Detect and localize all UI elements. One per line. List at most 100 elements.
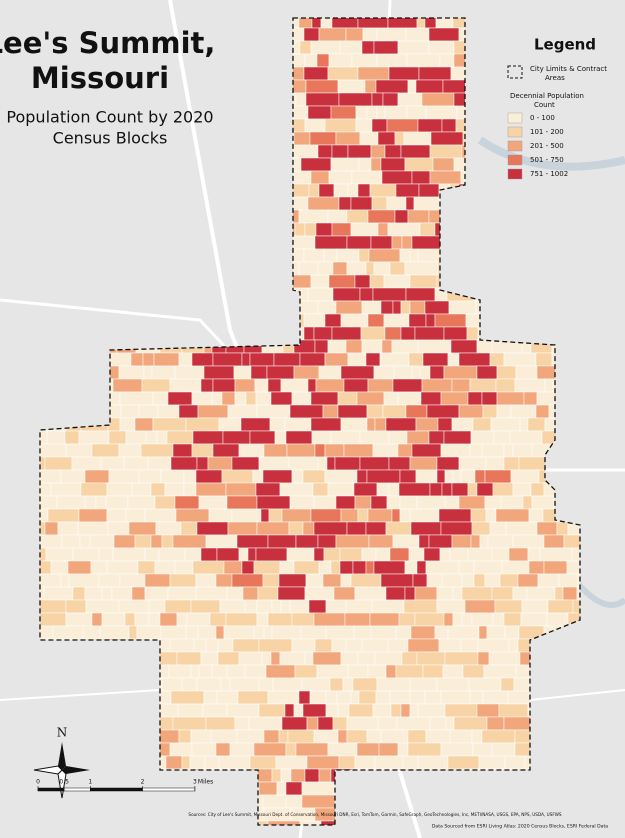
census-block (380, 157, 406, 172)
census-block (307, 196, 340, 211)
census-block (200, 547, 218, 562)
census-block (240, 417, 271, 432)
census-block (476, 482, 494, 497)
census-block (484, 495, 502, 510)
census-block (211, 391, 223, 406)
census-block (494, 599, 523, 614)
census-block (350, 690, 360, 705)
census-block (495, 378, 516, 393)
census-block (373, 261, 391, 276)
census-block (489, 352, 505, 367)
census-block (350, 196, 373, 211)
census-block (554, 586, 564, 601)
census-block (120, 404, 140, 419)
census-block (337, 703, 350, 718)
census-block (458, 560, 475, 575)
census-block (226, 664, 246, 679)
census-block (356, 391, 385, 406)
census-block (46, 430, 66, 445)
census-block (476, 365, 498, 380)
census-block (144, 573, 171, 588)
census-block (144, 508, 177, 523)
census-block (289, 404, 324, 419)
census-block (402, 755, 419, 770)
census-block (258, 677, 274, 692)
census-block (50, 482, 82, 497)
census-block (256, 521, 290, 536)
census-block (313, 521, 348, 536)
census-block (190, 729, 212, 744)
census-block (317, 300, 337, 315)
census-block (526, 586, 556, 601)
census-block (499, 573, 519, 588)
census-block (500, 677, 515, 692)
census-block (186, 612, 211, 627)
census-block (219, 599, 246, 614)
census-block (258, 638, 293, 653)
census-block (419, 222, 436, 237)
census-block (307, 378, 317, 393)
census-block (395, 625, 412, 640)
census-block (227, 404, 258, 419)
census-block (471, 521, 491, 536)
census-block (571, 547, 580, 562)
census-block (184, 547, 202, 562)
census-block (418, 66, 452, 81)
census-block (328, 53, 353, 68)
census-block (347, 144, 372, 159)
census-block (289, 599, 310, 614)
census-block (303, 326, 315, 341)
census-block (299, 40, 312, 55)
census-block (562, 586, 578, 601)
census-block (330, 430, 361, 445)
census-block (372, 287, 407, 302)
census-block (415, 79, 444, 94)
title-line: Lee's Summit, (0, 26, 215, 60)
census-block (416, 651, 446, 666)
census-block (134, 417, 154, 432)
census-block (313, 612, 346, 627)
census-block (208, 508, 233, 523)
census-block (167, 586, 197, 601)
census-block (212, 378, 236, 393)
census-block (337, 729, 348, 744)
census-block (400, 703, 411, 718)
census-block (236, 534, 269, 549)
census-block (410, 521, 442, 536)
census-block (291, 469, 304, 484)
census-block (367, 313, 385, 328)
census-block (346, 521, 367, 536)
census-block (407, 729, 427, 744)
census-block (403, 599, 438, 614)
census-block (346, 261, 367, 276)
census-block (453, 716, 488, 731)
census-block (303, 27, 320, 42)
census-block (434, 313, 467, 328)
census-block (278, 729, 289, 744)
census-block (301, 794, 336, 809)
census-block (175, 508, 210, 523)
census-block (154, 560, 176, 575)
census-block (304, 586, 335, 601)
census-block (123, 456, 149, 471)
census-block (331, 144, 349, 159)
census-block (317, 261, 334, 276)
census-block (262, 794, 287, 809)
census-block (440, 521, 473, 536)
census-block (343, 378, 369, 393)
census-block (247, 547, 257, 562)
census-block (417, 703, 446, 718)
census-block (150, 482, 166, 497)
census-block (317, 456, 328, 471)
census-block (528, 560, 545, 575)
census-block (215, 625, 225, 640)
census-block (492, 482, 514, 497)
census-block (288, 456, 319, 471)
census-block (503, 456, 520, 471)
census-block (324, 352, 349, 367)
census-block (305, 92, 340, 107)
census-block (298, 690, 311, 705)
census-block (267, 690, 300, 705)
census-block (221, 391, 236, 406)
census-block (520, 612, 548, 627)
